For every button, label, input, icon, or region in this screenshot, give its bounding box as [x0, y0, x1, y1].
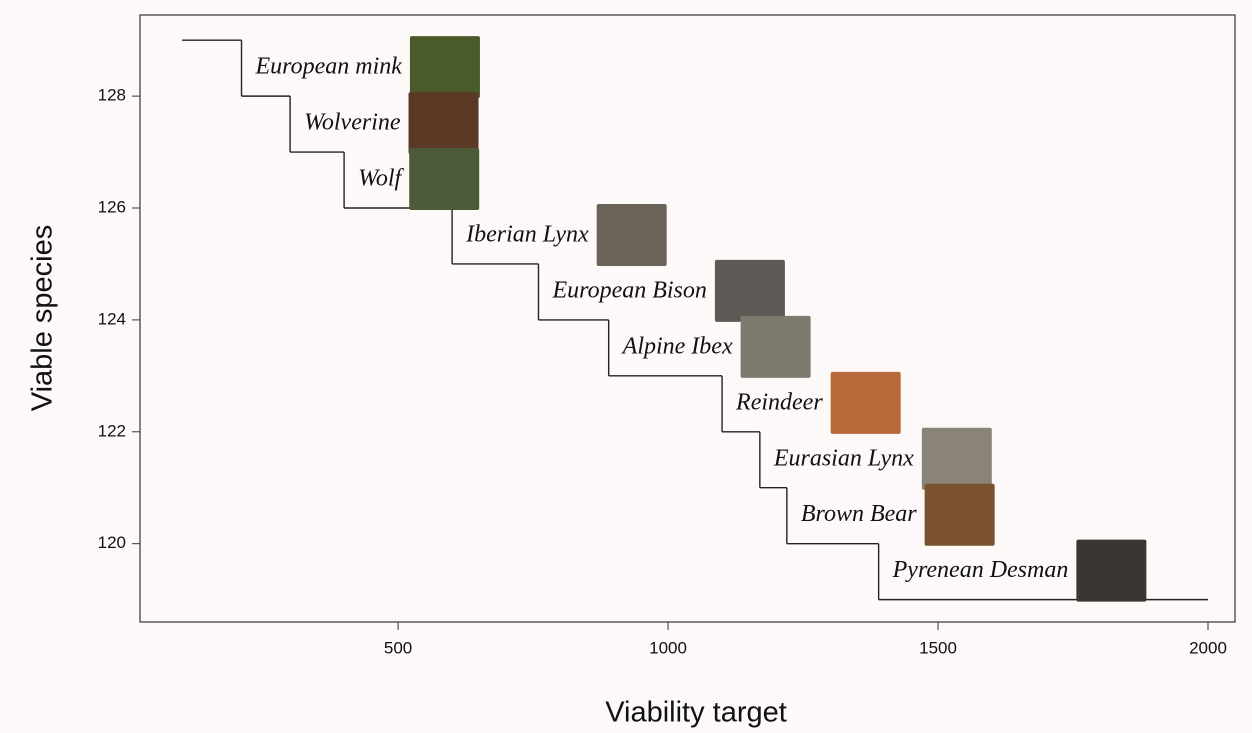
y-tick-label: 128 — [98, 86, 126, 105]
species-photo — [408, 92, 479, 155]
species-photo — [830, 371, 901, 434]
species-label: Wolverine — [304, 110, 401, 136]
x-axis-title: Viability target — [605, 697, 787, 729]
y-tick-label: 124 — [98, 309, 126, 328]
species-photo — [409, 148, 480, 211]
species-label: European Bison — [551, 277, 706, 303]
species-photo — [921, 427, 992, 490]
species-label: Wolf — [358, 166, 404, 192]
species-label: Reindeer — [735, 389, 823, 415]
y-tick-label: 122 — [98, 421, 126, 440]
x-tick-label: 500 — [384, 638, 412, 657]
x-tick-label: 2000 — [1189, 638, 1227, 657]
x-tick-label: 1500 — [919, 638, 957, 657]
species-photo — [596, 203, 667, 266]
species-label: Pyrenean Desman — [892, 557, 1069, 583]
species-photo — [740, 315, 811, 378]
species-photo — [1076, 539, 1147, 602]
y-tick-label: 126 — [98, 197, 126, 216]
species-label: Brown Bear — [801, 501, 917, 527]
y-tick-label: 120 — [98, 533, 126, 552]
species-label: Eurasian Lynx — [773, 445, 914, 471]
species-label: Iberian Lynx — [465, 221, 589, 247]
plot-frame — [139, 14, 1236, 623]
species-label: European mink — [255, 54, 403, 80]
species-label: Alpine Ibex — [621, 333, 733, 359]
y-axis-title: Viable species — [27, 225, 59, 411]
species-photo — [924, 483, 995, 546]
species-photo — [714, 259, 785, 322]
species-photo — [409, 36, 480, 99]
x-tick-label: 1000 — [649, 638, 687, 657]
